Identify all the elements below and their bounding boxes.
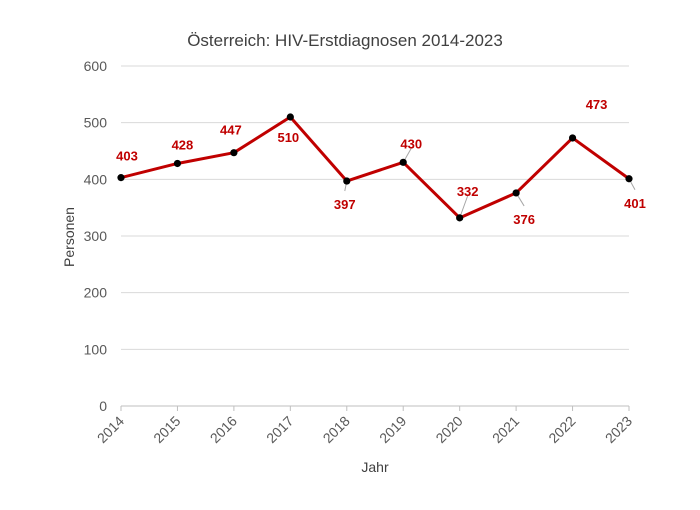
x-axis-ticks: 2014 2015 2016 2017 2018 2019 2020 2021 2022 2023	[94, 406, 635, 446]
data-label: 397	[334, 197, 356, 212]
gridlines	[121, 65, 629, 407]
y-tick-label: 500	[84, 115, 108, 131]
x-tick-label: 2022	[545, 413, 578, 446]
data-label: 510	[277, 130, 299, 145]
data-label: 403	[116, 149, 138, 164]
data-label: 447	[220, 123, 242, 138]
y-tick-label: 600	[84, 58, 108, 74]
data-label: 430	[400, 136, 422, 151]
x-tick-label: 2016	[207, 413, 240, 446]
data-label: 332	[457, 184, 479, 199]
series-line	[120, 115, 630, 220]
y-axis-title: Personen	[61, 207, 77, 267]
data-point	[512, 189, 520, 197]
x-tick-label: 2018	[320, 413, 353, 446]
chart-title: Österreich: HIV-Erstdiagnosen 2014-2023	[187, 31, 503, 50]
data-point	[343, 177, 351, 185]
data-point	[286, 113, 294, 121]
data-point	[173, 159, 182, 168]
y-axis-ticks: 0 100 200 300 400 500 600	[84, 58, 108, 414]
x-tick-label: 2017	[263, 413, 296, 446]
x-tick-label: 2020	[432, 413, 465, 446]
series-markers	[117, 113, 633, 222]
y-tick-label: 200	[84, 285, 108, 301]
y-tick-label: 300	[84, 228, 108, 244]
x-tick-label: 2019	[376, 413, 409, 446]
leader-line	[459, 195, 469, 219]
data-point	[568, 134, 577, 142]
x-tick-label: 2023	[602, 413, 635, 446]
x-tick-label: 2015	[150, 413, 183, 446]
data-point	[117, 174, 125, 182]
data-label: 473	[586, 97, 608, 112]
y-tick-label: 100	[84, 341, 108, 357]
x-tick-label: 2014	[94, 413, 127, 446]
data-label: 428	[172, 137, 194, 152]
y-tick-label: 400	[84, 171, 108, 187]
x-axis-title: Jahr	[361, 459, 389, 475]
label-leader-lines	[344, 148, 636, 219]
data-point	[399, 158, 407, 166]
y-tick-label: 0	[99, 398, 107, 414]
data-point	[456, 214, 464, 222]
data-label: 401	[624, 196, 646, 211]
data-point	[230, 149, 238, 157]
series-line-path	[120, 115, 630, 220]
data-labels: 403 428 447 510 397 430 332 376 473 401	[116, 97, 646, 227]
data-label: 376	[513, 212, 535, 227]
x-tick-label: 2021	[489, 413, 522, 446]
data-point	[625, 175, 633, 183]
